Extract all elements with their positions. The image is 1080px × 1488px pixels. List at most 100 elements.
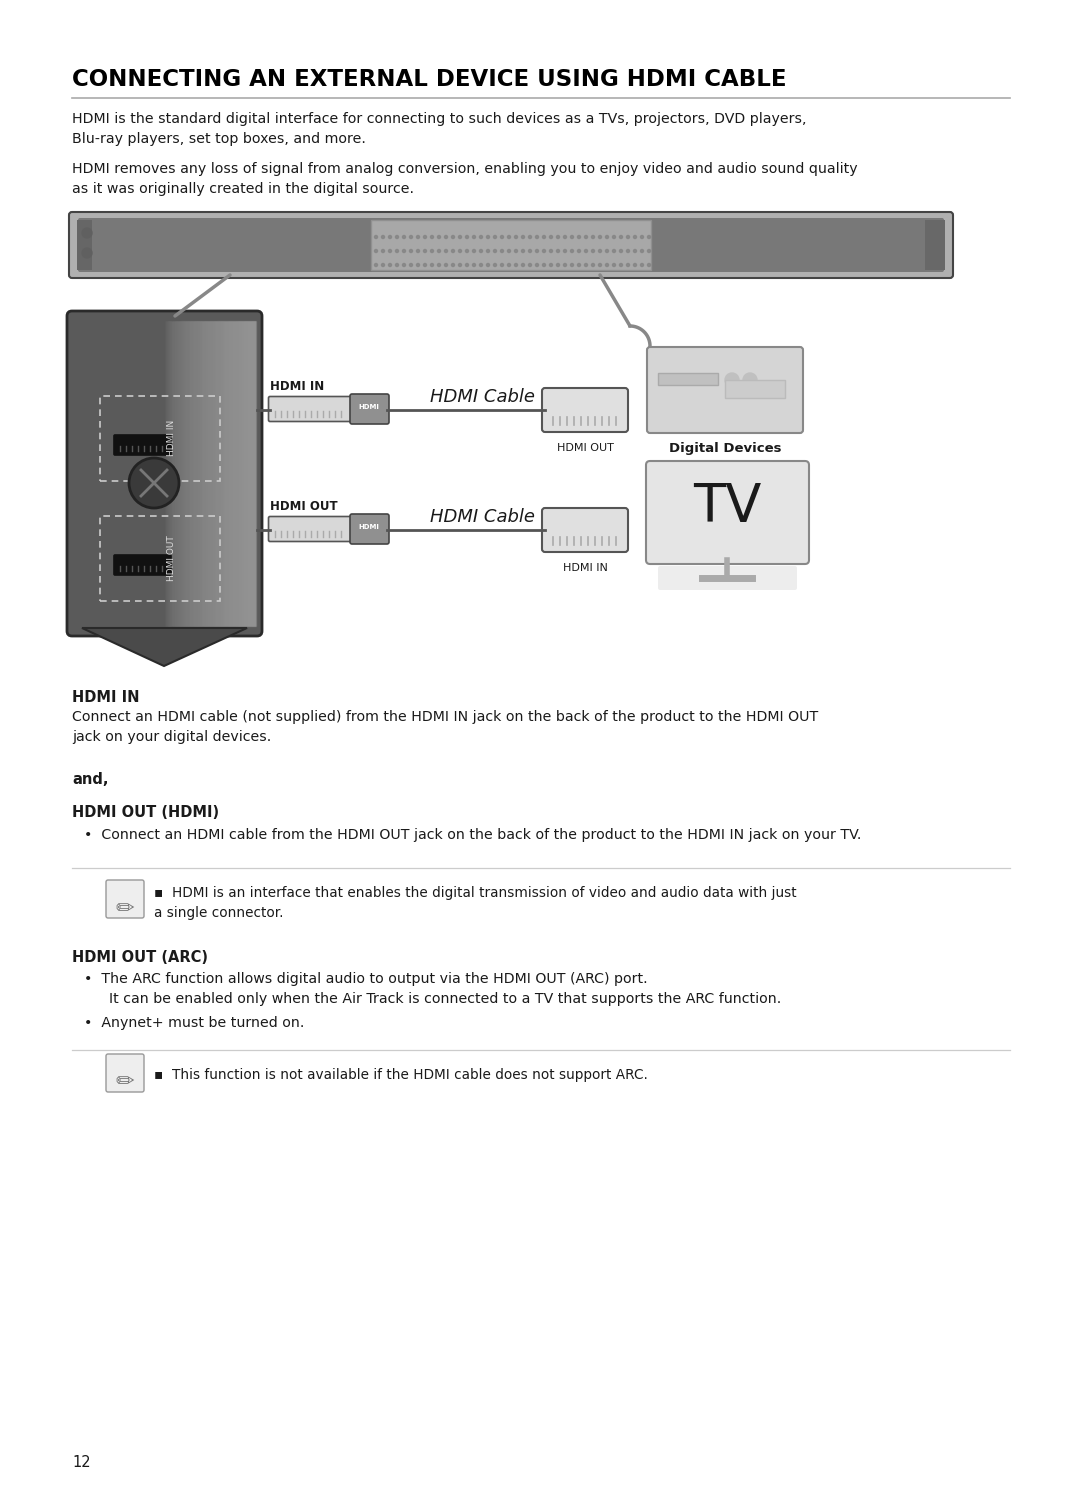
Circle shape (514, 235, 517, 238)
Circle shape (564, 263, 567, 266)
Circle shape (536, 235, 539, 238)
Circle shape (423, 250, 427, 253)
Circle shape (409, 235, 413, 238)
Circle shape (500, 250, 503, 253)
FancyBboxPatch shape (106, 879, 144, 918)
Circle shape (409, 263, 413, 266)
Circle shape (564, 235, 567, 238)
Circle shape (584, 235, 588, 238)
Text: HDMI Cable: HDMI Cable (430, 388, 535, 406)
Circle shape (640, 235, 644, 238)
Circle shape (578, 250, 581, 253)
Circle shape (508, 263, 511, 266)
Text: HDMI OUT: HDMI OUT (270, 500, 338, 513)
Circle shape (389, 235, 391, 238)
Text: HDMI IN: HDMI IN (167, 420, 176, 457)
Circle shape (480, 263, 483, 266)
FancyBboxPatch shape (269, 396, 351, 421)
Circle shape (437, 235, 441, 238)
Circle shape (514, 250, 517, 253)
FancyBboxPatch shape (647, 347, 804, 433)
Circle shape (465, 263, 469, 266)
FancyBboxPatch shape (350, 394, 389, 424)
FancyBboxPatch shape (350, 513, 389, 545)
Text: CONNECTING AN EXTERNAL DEVICE USING HDMI CABLE: CONNECTING AN EXTERNAL DEVICE USING HDMI… (72, 68, 786, 91)
Text: Digital Devices: Digital Devices (669, 442, 781, 455)
Circle shape (620, 263, 622, 266)
Text: HDMI removes any loss of signal from analog conversion, enabling you to enjoy vi: HDMI removes any loss of signal from ana… (72, 162, 858, 195)
Bar (77, 220, 92, 269)
Circle shape (606, 235, 608, 238)
Circle shape (528, 250, 531, 253)
Circle shape (598, 263, 602, 266)
Text: Connect an HDMI cable (not supplied) from the HDMI IN jack on the back of the pr: Connect an HDMI cable (not supplied) fro… (72, 710, 819, 744)
Circle shape (648, 263, 650, 266)
Circle shape (500, 263, 503, 266)
Circle shape (500, 235, 503, 238)
Circle shape (626, 250, 630, 253)
FancyBboxPatch shape (114, 555, 171, 574)
Circle shape (550, 250, 553, 253)
Circle shape (542, 250, 545, 253)
Circle shape (550, 235, 553, 238)
Circle shape (550, 263, 553, 266)
FancyBboxPatch shape (67, 311, 262, 635)
Text: HDMI Cable: HDMI Cable (430, 507, 535, 525)
Circle shape (522, 250, 525, 253)
Circle shape (570, 263, 573, 266)
Circle shape (592, 263, 594, 266)
Circle shape (459, 250, 461, 253)
Circle shape (459, 235, 461, 238)
Circle shape (480, 235, 483, 238)
Circle shape (640, 250, 644, 253)
Text: •  The ARC function allows digital audio to output via the HDMI OUT (ARC) port.: • The ARC function allows digital audio … (84, 972, 648, 987)
Circle shape (445, 263, 447, 266)
Bar (924, 220, 945, 269)
Circle shape (542, 263, 545, 266)
Circle shape (451, 263, 455, 266)
Circle shape (648, 235, 650, 238)
Circle shape (598, 250, 602, 253)
Circle shape (417, 235, 419, 238)
Bar (658, 373, 718, 385)
Circle shape (389, 250, 391, 253)
Circle shape (375, 263, 378, 266)
Circle shape (395, 250, 399, 253)
Circle shape (480, 250, 483, 253)
Text: HDMI IN: HDMI IN (563, 562, 607, 573)
Text: HDMI is the standard digital interface for connecting to such devices as a TVs, : HDMI is the standard digital interface f… (72, 112, 807, 146)
Circle shape (598, 235, 602, 238)
Circle shape (82, 248, 92, 257)
Circle shape (423, 235, 427, 238)
Circle shape (634, 250, 636, 253)
Text: and,: and, (72, 772, 108, 787)
Text: HDMI: HDMI (359, 405, 379, 411)
FancyBboxPatch shape (658, 565, 797, 591)
Circle shape (542, 235, 545, 238)
Circle shape (395, 263, 399, 266)
Circle shape (395, 235, 399, 238)
FancyBboxPatch shape (542, 388, 627, 432)
Circle shape (451, 235, 455, 238)
Circle shape (564, 250, 567, 253)
Text: TV: TV (692, 481, 761, 533)
Circle shape (626, 263, 630, 266)
Circle shape (494, 263, 497, 266)
Text: ✏: ✏ (116, 899, 134, 920)
Circle shape (375, 235, 378, 238)
Circle shape (634, 263, 636, 266)
Circle shape (522, 235, 525, 238)
Circle shape (578, 235, 581, 238)
FancyBboxPatch shape (542, 507, 627, 552)
Circle shape (592, 235, 594, 238)
Bar (725, 379, 785, 397)
Circle shape (423, 263, 427, 266)
Circle shape (508, 250, 511, 253)
Circle shape (473, 263, 475, 266)
Circle shape (82, 228, 92, 238)
Circle shape (514, 263, 517, 266)
FancyBboxPatch shape (106, 1054, 144, 1092)
Text: ▪  HDMI is an interface that enables the digital transmission of video and audio: ▪ HDMI is an interface that enables the … (154, 885, 797, 920)
Text: ▪  This function is not available if the HDMI cable does not support ARC.: ▪ This function is not available if the … (154, 1068, 648, 1082)
Circle shape (626, 235, 630, 238)
